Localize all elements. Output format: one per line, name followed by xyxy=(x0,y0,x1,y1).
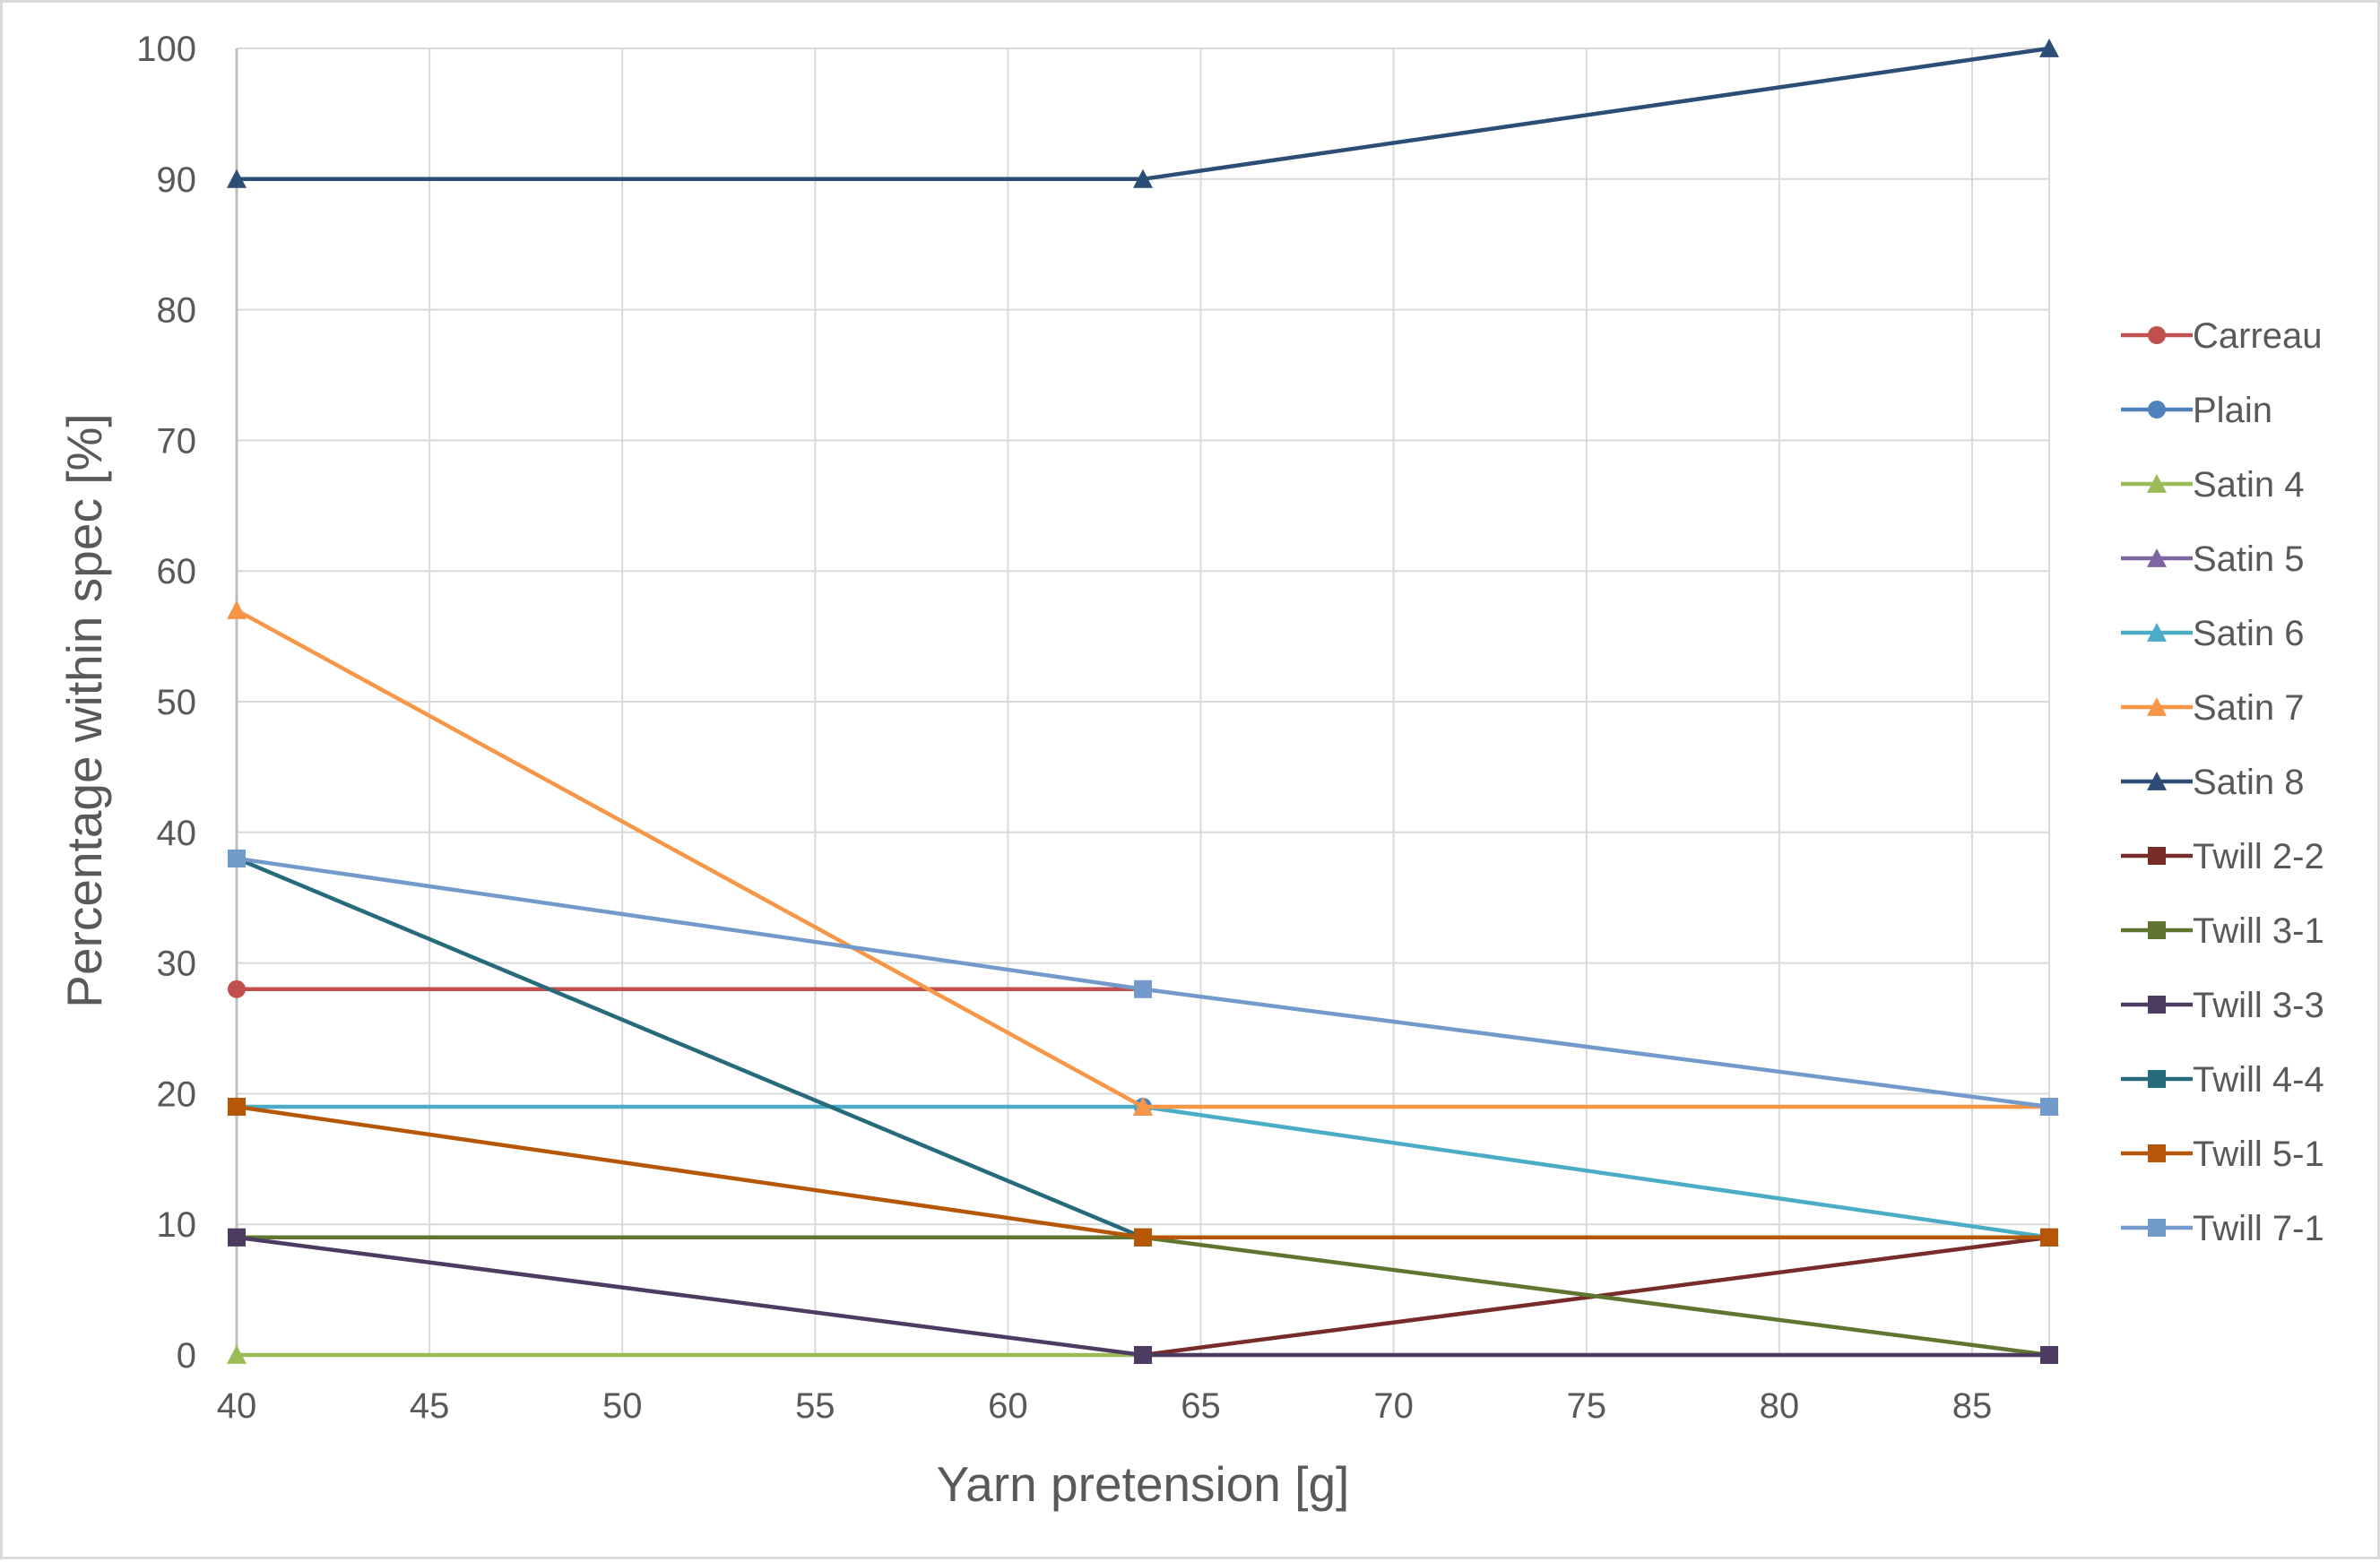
data-point xyxy=(1134,1228,1152,1247)
y-tick-label: 100 xyxy=(136,30,196,69)
series-line xyxy=(235,608,2049,1109)
data-point xyxy=(227,600,247,619)
series-line xyxy=(237,1104,2050,1240)
legend-marker xyxy=(2148,921,2166,939)
y-tick-label: 10 xyxy=(157,1205,197,1245)
x-tick-label: 70 xyxy=(1373,1386,1414,1426)
series-twill-4-4 xyxy=(228,849,1152,1247)
x-tick-label: 75 xyxy=(1566,1386,1606,1426)
legend-label: Satin 7 xyxy=(2193,688,2305,728)
data-point xyxy=(1134,979,1152,998)
series-satin-4 xyxy=(227,1345,1153,1364)
x-tick-label: 85 xyxy=(1952,1386,1993,1426)
legend-item-carreau: Carreau xyxy=(2121,316,2323,356)
data-point xyxy=(1133,1096,1153,1116)
legend-label: Satin 6 xyxy=(2193,614,2305,653)
y-tick-label: 20 xyxy=(157,1074,197,1114)
legend-label: Twill 2-2 xyxy=(2193,837,2324,876)
data-point xyxy=(1134,1346,1152,1364)
legend-item-satin-7: Satin 7 xyxy=(2121,688,2305,728)
series-line xyxy=(236,1235,2049,1358)
legend-marker xyxy=(2148,326,2166,344)
legend-marker xyxy=(2147,772,2167,790)
series-twill-3-1 xyxy=(228,1228,2058,1364)
y-tick-label: 50 xyxy=(157,683,197,722)
legend-label: Twill 3-1 xyxy=(2193,911,2324,951)
legend-item-twill-4-4: Twill 4-4 xyxy=(2121,1060,2324,1100)
legend-label: Twill 7-1 xyxy=(2193,1209,2324,1248)
data-point xyxy=(228,849,246,867)
line-chart: 0 10 20 30 40 50 60 70 80 90 100 40 45 50 55 60 65 70 75 80… xyxy=(56,30,2324,1512)
series-satin-7 xyxy=(227,600,2059,1116)
data-point xyxy=(2040,1097,2058,1116)
y-axis-title: Percentage within spec [%] xyxy=(56,413,112,1007)
legend-label: Twill 3-3 xyxy=(2193,986,2324,1025)
legend-marker xyxy=(2147,474,2167,493)
series-line xyxy=(236,1104,2049,1240)
legend: Carreau Plain Satin 4 Satin 5 Satin 6 Satin 7… xyxy=(2121,316,2324,1248)
x-tick-label: 80 xyxy=(1760,1386,1800,1426)
x-tick-label: 40 xyxy=(217,1386,257,1426)
series-lines xyxy=(227,39,2059,1364)
x-tick-label: 55 xyxy=(795,1386,835,1426)
data-point xyxy=(228,1228,246,1247)
legend-item-satin-8: Satin 8 xyxy=(2121,763,2305,802)
legend-marker xyxy=(2147,623,2167,642)
y-tick-label: 30 xyxy=(157,945,197,984)
x-tick-label: 45 xyxy=(410,1386,450,1426)
data-point xyxy=(228,1097,246,1116)
series-line xyxy=(236,856,1144,1239)
data-point xyxy=(227,1345,247,1364)
legend-label: Twill 5-1 xyxy=(2193,1135,2324,1174)
legend-label: Satin 8 xyxy=(2193,763,2305,802)
data-point xyxy=(2040,1346,2058,1364)
y-tick-label: 60 xyxy=(157,552,197,591)
legend-item-twill-7-1: Twill 7-1 xyxy=(2121,1209,2324,1248)
legend-item-twill-3-1: Twill 3-1 xyxy=(2121,911,2324,951)
series-twill-5-1 xyxy=(228,1097,2058,1247)
legend-label: Twill 4-4 xyxy=(2193,1060,2324,1100)
x-tick-label: 50 xyxy=(602,1386,643,1426)
legend-marker xyxy=(2148,401,2166,419)
legend-marker xyxy=(2148,847,2166,865)
series-twill-7-1 xyxy=(228,849,2058,1116)
legend-item-twill-5-1: Twill 5-1 xyxy=(2121,1135,2324,1174)
legend-marker xyxy=(2148,1219,2166,1237)
data-point xyxy=(227,168,247,188)
legend-item-twill-3-3: Twill 3-3 xyxy=(2121,986,2324,1025)
legend-marker xyxy=(2148,1070,2166,1088)
x-axis-title: Yarn pretension [g] xyxy=(937,1456,1350,1512)
series-carreau xyxy=(228,979,1152,998)
legend-label: Carreau xyxy=(2193,316,2323,356)
legend-marker xyxy=(2147,548,2167,567)
legend-item-satin-6: Satin 6 xyxy=(2121,614,2305,653)
y-tick-label: 70 xyxy=(157,421,197,461)
data-point xyxy=(228,979,246,998)
legend-label: Satin 5 xyxy=(2193,539,2305,579)
series-line xyxy=(237,46,2050,182)
x-tick-label: 60 xyxy=(988,1386,1028,1426)
legend-marker xyxy=(2148,996,2166,1014)
data-point xyxy=(2039,39,2059,57)
gridlines xyxy=(236,47,2050,1356)
series-twill-3-3 xyxy=(228,1228,2058,1364)
legend-label: Satin 4 xyxy=(2193,465,2305,505)
data-point xyxy=(1133,168,1153,188)
legend-marker xyxy=(2147,697,2167,716)
series-satin-8 xyxy=(227,39,2059,188)
legend-item-plain: Plain xyxy=(2121,391,2272,430)
data-point xyxy=(2040,1228,2058,1247)
y-tick-label: 90 xyxy=(157,160,197,200)
x-tick-label: 65 xyxy=(1181,1386,1221,1426)
y-tick-label: 40 xyxy=(157,814,197,853)
legend-item-twill-2-2: Twill 2-2 xyxy=(2121,837,2324,876)
legend-marker xyxy=(2148,1144,2166,1162)
y-tick-label: 80 xyxy=(157,291,197,331)
legend-item-satin-5: Satin 5 xyxy=(2121,539,2305,579)
legend-label: Plain xyxy=(2193,391,2272,430)
y-tick-label: 0 xyxy=(177,1336,196,1376)
legend-item-satin-4: Satin 4 xyxy=(2121,465,2305,505)
series-line xyxy=(237,1235,2050,1358)
